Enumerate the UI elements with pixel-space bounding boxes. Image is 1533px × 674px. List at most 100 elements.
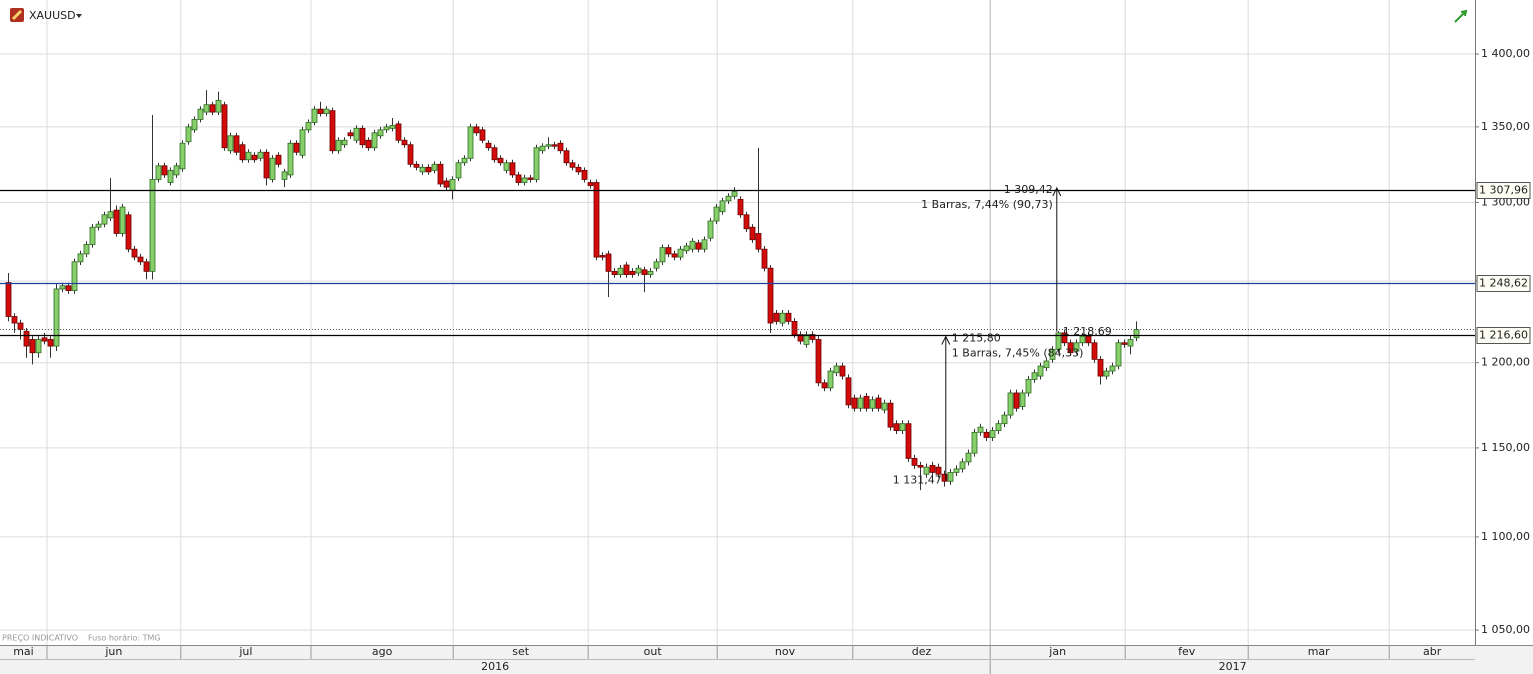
- candle-body: [923, 466, 930, 475]
- candle-body: [623, 264, 630, 275]
- candle-body: [899, 423, 906, 431]
- candle-body: [233, 135, 240, 153]
- candle-body: [839, 365, 846, 377]
- candle-body: [641, 269, 648, 275]
- candle-body: [161, 165, 168, 176]
- overlay: 1 131,47 1 215,80 1 Barras, 7,45% (84,33) 1…: [0, 183, 1475, 486]
- price-tag-label: 1 216,60: [1479, 329, 1528, 342]
- month-label: mai: [13, 645, 34, 658]
- month-label: dez: [912, 645, 932, 658]
- candle-body: [995, 423, 1002, 431]
- candle-body: [935, 466, 942, 475]
- candle-body: [965, 452, 972, 463]
- candle-body: [389, 124, 396, 129]
- candle-body: [1055, 332, 1062, 350]
- month-label: out: [644, 645, 663, 658]
- candle-body: [497, 157, 504, 164]
- candle-body: [941, 473, 948, 482]
- candle-body: [929, 465, 936, 473]
- month-label: nov: [775, 645, 796, 658]
- candle-body: [65, 285, 72, 291]
- candle-body: [701, 239, 708, 250]
- measure-arrowhead: [1052, 186, 1062, 197]
- candle-body: [269, 157, 276, 180]
- candle-body: [113, 209, 120, 234]
- footer-timezone: Fuso horário: TMG: [88, 634, 161, 643]
- candle-body: [881, 402, 888, 411]
- dropdown-arrow[interactable]: [76, 14, 82, 18]
- candle-body: [827, 370, 834, 389]
- symbol-selector[interactable]: XAUUSD: [10, 8, 82, 22]
- candle-body: [287, 142, 294, 176]
- candle-body: [83, 244, 90, 255]
- candle-body: [47, 339, 54, 347]
- footer-note: PREÇO INDICATIVO: [2, 634, 78, 643]
- candle-body: [119, 206, 126, 234]
- measure-text: 1 Barras, 7,45% (84,33): [952, 347, 1084, 360]
- month-label: ago: [372, 645, 393, 658]
- candle-body: [227, 135, 234, 152]
- candle-body: [545, 144, 552, 147]
- candle-body: [419, 166, 426, 173]
- candle-body: [137, 256, 144, 263]
- y-tick-label: 1 150,00: [1481, 441, 1530, 454]
- candle-body: [467, 126, 474, 159]
- symbol-name[interactable]: XAUUSD: [29, 9, 76, 22]
- month-label: abr: [1423, 645, 1442, 658]
- month-label: jul: [238, 645, 252, 658]
- candle-body: [683, 245, 690, 252]
- candle-body: [815, 339, 822, 384]
- candle-body: [431, 163, 438, 171]
- candle-body: [413, 163, 420, 168]
- candle-body: [1007, 392, 1014, 416]
- candle-body: [353, 127, 360, 141]
- candle-body: [1133, 329, 1140, 339]
- candle-body: [143, 261, 150, 272]
- candle-body: [491, 147, 498, 161]
- candle-body: [677, 248, 684, 258]
- candle-body: [1001, 414, 1008, 425]
- candle-body: [1031, 372, 1038, 380]
- candle-body: [29, 339, 36, 354]
- candle-body: [659, 247, 666, 263]
- candle-body: [1061, 332, 1068, 344]
- candle-body: [887, 402, 894, 428]
- measure-from-label: 1 131,47: [893, 473, 942, 486]
- candle-body: [617, 267, 624, 275]
- candle-body: [221, 104, 228, 149]
- candle-body: [155, 165, 162, 180]
- y-tick-label: 1 200,00: [1481, 356, 1530, 369]
- candle-body: [749, 226, 756, 241]
- candle-body: [863, 395, 870, 409]
- candle-body: [473, 126, 480, 134]
- candle-body: [857, 397, 864, 409]
- candle-body: [743, 214, 750, 230]
- status-icon: [1454, 9, 1468, 23]
- measure-arrowhead: [941, 335, 951, 345]
- price-tag-label: 1 307,96: [1479, 184, 1528, 197]
- candle-body: [809, 334, 816, 340]
- candle-body: [611, 270, 618, 275]
- candle-body: [437, 163, 444, 185]
- candle-body: [725, 195, 732, 202]
- candle-body: [257, 151, 264, 159]
- candle-body: [575, 166, 582, 173]
- candle-body: [569, 162, 576, 168]
- candle-body: [395, 123, 402, 141]
- candle-body: [1079, 335, 1086, 344]
- candle-body: [1037, 365, 1044, 377]
- candle-body: [1127, 339, 1134, 347]
- candle-body: [695, 242, 702, 250]
- candle-body: [707, 220, 714, 239]
- candle-body: [635, 267, 642, 274]
- candle-body: [293, 142, 300, 153]
- measure-from-label: 1 218,69: [1063, 325, 1112, 338]
- candle-body: [755, 233, 762, 250]
- candle-body: [383, 126, 390, 131]
- candle-body: [5, 282, 12, 317]
- candle-body: [365, 139, 372, 149]
- candle-body: [341, 139, 348, 146]
- candle-body: [461, 157, 468, 164]
